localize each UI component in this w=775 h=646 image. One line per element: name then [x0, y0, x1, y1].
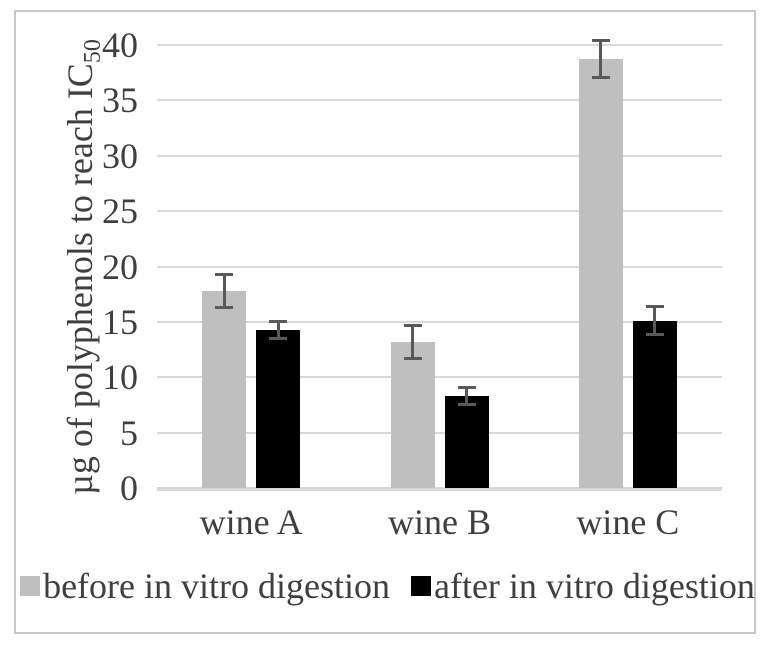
error-bar	[215, 273, 234, 309]
error-bar-cap-bottom	[591, 76, 610, 80]
gridline	[157, 44, 722, 46]
error-bar-cap-top	[215, 273, 234, 277]
error-bar	[269, 319, 288, 340]
gridline	[157, 376, 722, 379]
bar-before-wine-C	[578, 59, 623, 488]
error-bar-stem	[411, 324, 414, 360]
y-tick-label: 0	[120, 468, 138, 508]
gridline	[157, 154, 722, 157]
gridline	[157, 99, 722, 102]
legend-swatch-before-icon	[20, 576, 41, 596]
error-bar-cap-top	[269, 319, 288, 323]
bar-before-wine-B	[390, 341, 435, 488]
error-bar	[457, 386, 476, 407]
error-bar-stem	[653, 305, 657, 337]
error-bar-stem	[465, 386, 468, 407]
y-tick-label: 25	[102, 191, 138, 232]
error-bar-stem	[276, 319, 280, 340]
gridline	[157, 320, 722, 323]
legend-item-before: before in vitro digestion	[20, 566, 390, 606]
error-bar-cap-bottom	[645, 333, 664, 337]
error-bar-cap-bottom	[403, 356, 422, 360]
error-bar-stem	[222, 273, 226, 309]
error-bar-cap-top	[457, 386, 476, 390]
y-tick-label: 40	[102, 25, 138, 65]
y-tick-label: 5	[120, 412, 138, 453]
error-bar-cap-bottom	[269, 336, 288, 340]
legend-label-after: after in vitro digestion	[433, 566, 755, 606]
gridline	[157, 431, 722, 434]
error-bar	[403, 324, 422, 360]
error-bar-cap-bottom	[457, 403, 476, 407]
y-tick-label: 35	[102, 80, 138, 121]
error-bar-cap-top	[645, 305, 664, 309]
x-axis-label: wine B	[387, 502, 491, 542]
x-axis-line	[157, 487, 722, 491]
bar-after-wine-B	[444, 396, 489, 488]
error-bar-stem	[599, 39, 603, 80]
x-axis-label: wine C	[576, 502, 680, 542]
bar-after-wine-C	[632, 320, 677, 488]
x-axis-label: wine A	[199, 502, 303, 542]
gridline	[157, 265, 722, 268]
legend-label-before: before in vitro digestion	[43, 566, 390, 606]
y-tick-label: 20	[102, 246, 138, 287]
error-bar-cap-top	[591, 39, 610, 43]
y-tick-label: 10	[102, 357, 138, 398]
error-bar	[645, 305, 664, 337]
y-tick-label: 15	[102, 301, 138, 342]
legend-swatch-after-icon	[410, 576, 431, 596]
error-bar	[591, 39, 610, 80]
bar-after-wine-A	[256, 329, 301, 488]
gridline	[157, 210, 722, 213]
legend: before in vitro digestion after in vitro…	[0, 566, 775, 606]
bar-before-wine-A	[202, 290, 247, 488]
legend-item-after: after in vitro digestion	[410, 566, 755, 606]
error-bar-cap-bottom	[215, 305, 234, 309]
y-tick-label: 30	[102, 135, 138, 176]
error-bar-cap-top	[403, 324, 422, 328]
